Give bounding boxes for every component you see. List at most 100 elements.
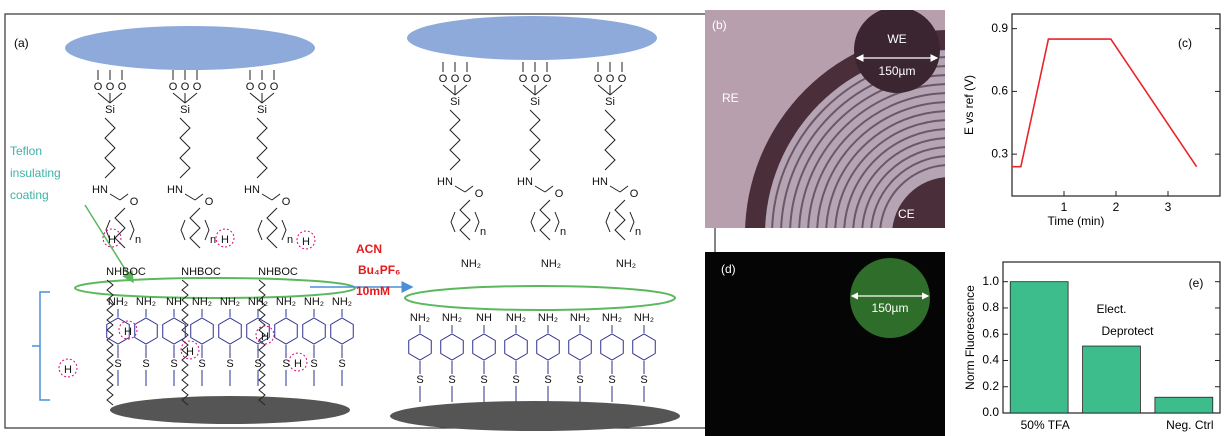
- chem-label: H: [221, 234, 229, 246]
- annotation: Deprotect: [1101, 324, 1154, 338]
- bond: [609, 84, 623, 96]
- chem-label: NH₂: [506, 312, 526, 324]
- reagent: Bu₄PF₆: [358, 263, 401, 277]
- y-tick-label: 0.9: [991, 21, 1008, 35]
- bond: [106, 279, 114, 406]
- bond: [180, 219, 186, 241]
- bond: [257, 219, 263, 241]
- bond: [614, 199, 626, 241]
- chem-label: O: [106, 81, 115, 93]
- bond: [449, 109, 461, 171]
- teflon-ring: [74, 277, 356, 299]
- benzene-ring: [600, 333, 624, 361]
- bond: [261, 193, 273, 201]
- chem-label: S: [576, 374, 583, 386]
- bond: [109, 92, 123, 104]
- y-tick-label: 0.6: [982, 326, 999, 340]
- chem-label: S: [338, 358, 345, 370]
- chem-label: O: [169, 81, 178, 93]
- chem-label: S: [608, 374, 615, 386]
- benzene-ring: [162, 317, 186, 345]
- bond: [474, 211, 480, 233]
- proton-ring: [215, 228, 235, 248]
- bond: [179, 117, 191, 179]
- bond: [454, 185, 466, 193]
- bond: [271, 193, 281, 201]
- bond: [204, 219, 210, 241]
- panel-label: (b): [712, 18, 727, 32]
- chem-label: S: [198, 358, 205, 370]
- x-tick-label: 1: [1061, 200, 1068, 214]
- chem-label: NH₂: [616, 258, 636, 270]
- chem-label: H: [186, 346, 194, 358]
- bond: [629, 211, 635, 233]
- x-tick-label: 3: [1165, 200, 1172, 214]
- x-tick-label: Neg. Ctrl: [1166, 418, 1213, 432]
- line-series: [1012, 38, 1198, 168]
- chem-label: n: [135, 234, 141, 246]
- chem-label: NH₂: [570, 312, 590, 324]
- chem-label: n: [210, 234, 216, 246]
- benzene-ring: [274, 317, 298, 345]
- substrate-top: [407, 16, 657, 60]
- bar: [1082, 345, 1141, 414]
- reagent: 10mM: [356, 284, 390, 298]
- bond: [184, 92, 198, 104]
- chem-label: NHBOC: [258, 266, 298, 278]
- electrode-label: WE: [887, 32, 906, 46]
- chem-label: O: [543, 73, 552, 85]
- micrograph: [705, 10, 945, 228]
- chem-label: NHBOC: [181, 266, 221, 278]
- chem-label: Si: [105, 104, 115, 116]
- chem-label: S: [448, 374, 455, 386]
- chem-label: NH₂: [136, 296, 156, 308]
- panel-label: (c): [1178, 36, 1192, 50]
- chem-label: O: [246, 81, 255, 93]
- chem-label: NH₂: [304, 296, 324, 308]
- benzene-ring: [246, 317, 270, 345]
- chem-label: O: [282, 196, 291, 208]
- x-tick-label: 2: [1113, 200, 1120, 214]
- working-electrode: [854, 10, 940, 93]
- bond: [597, 84, 611, 96]
- annotation: Elect.: [1096, 302, 1126, 316]
- bond: [539, 199, 551, 241]
- bond: [266, 207, 278, 249]
- chem-label: S: [226, 358, 233, 370]
- y-tick-label: 0.4: [982, 353, 999, 367]
- bond: [129, 219, 135, 241]
- bond: [454, 84, 468, 96]
- benzene-ring: [632, 333, 656, 361]
- y-tick-label: 0.2: [982, 379, 999, 393]
- coating-label: coating: [10, 188, 49, 202]
- bond: [258, 279, 266, 406]
- chem-label: n: [480, 226, 486, 238]
- benzene-ring: [218, 317, 242, 345]
- bond: [605, 211, 611, 233]
- chem-label: S: [254, 358, 261, 370]
- benzene-ring: [472, 333, 496, 361]
- bond: [172, 92, 186, 104]
- chem-label: NH₂: [461, 258, 481, 270]
- chem-label: O: [94, 81, 103, 93]
- chem-label: O: [606, 73, 615, 85]
- panel-a-frame: [4, 13, 716, 429]
- chem-label: S: [114, 358, 121, 370]
- bond: [189, 207, 201, 249]
- benzene-ring: [536, 333, 560, 361]
- chem-label: O: [118, 81, 127, 93]
- proton-ring: [288, 352, 308, 372]
- chem-label: H: [261, 331, 269, 343]
- chem-label: S: [282, 358, 289, 370]
- chem-label: O: [475, 188, 484, 200]
- chem-label: NH₂: [276, 296, 296, 308]
- x-tick-label: 50% TFA: [1021, 418, 1070, 432]
- chem-label: HN: [92, 184, 108, 196]
- chem-label: NH₂: [248, 296, 268, 308]
- bar: [1154, 396, 1214, 414]
- bond: [442, 84, 456, 96]
- bond: [109, 193, 121, 201]
- bond: [119, 193, 129, 201]
